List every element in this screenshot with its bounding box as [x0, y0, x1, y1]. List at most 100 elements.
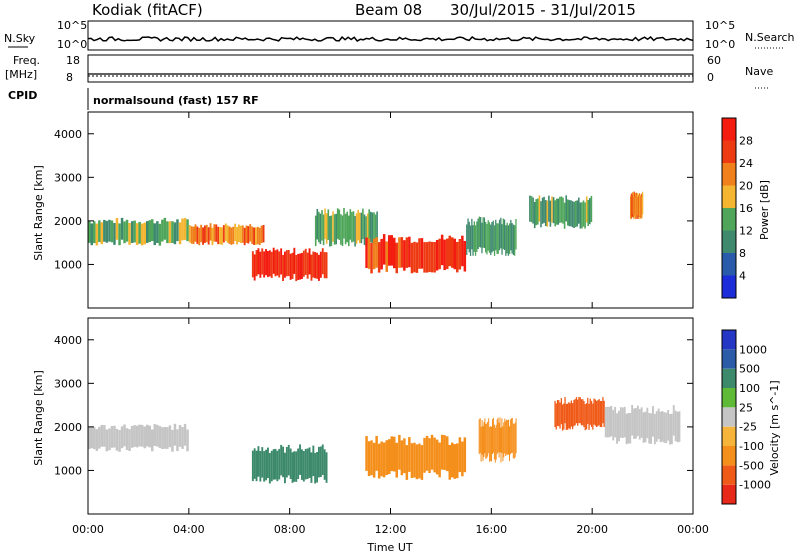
velocity-cell [451, 442, 454, 478]
power-colorbar-label: Power [dB] [758, 180, 771, 240]
power-cell [161, 219, 164, 242]
velocity-cell [580, 399, 583, 426]
velocity-cell [461, 441, 464, 477]
velocity-cell [276, 450, 279, 482]
power-cell [471, 218, 473, 250]
power-colorbar-segment [722, 118, 736, 141]
velocity-cell [667, 410, 670, 441]
velocity-cell [635, 408, 637, 439]
velocity-cell [582, 399, 584, 426]
velocity-cell [602, 397, 604, 424]
power-cell [306, 252, 309, 279]
velocity-colorbar [721, 329, 737, 505]
velocity-cell [138, 424, 141, 447]
power-cell [451, 237, 454, 268]
power-cell [559, 196, 561, 223]
velocity-colorbar-segment [722, 330, 736, 350]
power-cell [435, 240, 439, 271]
velocity-cell [120, 426, 124, 449]
power-cell [344, 213, 347, 245]
power-cell [319, 213, 322, 245]
velocity-colorbar-segment [722, 368, 736, 388]
x-axis-title: Time UT [366, 541, 412, 554]
power-cell [487, 220, 489, 251]
velocity-cell [638, 409, 641, 440]
power-cell [318, 211, 320, 243]
power-cell [284, 251, 286, 278]
velocity-cell [323, 449, 326, 480]
velocity-cell [505, 421, 507, 456]
y-tick-label: 3000 [54, 377, 82, 390]
nsky-tick-top: 10^5 [57, 19, 87, 32]
power-cell [390, 235, 393, 266]
power-cell [329, 216, 331, 247]
velocity-cell [297, 448, 300, 479]
power-cell [448, 235, 451, 267]
velocity-cell [253, 448, 256, 479]
x-tick-label: 12:00 [375, 523, 407, 536]
nave-tick-top: 60 [707, 54, 721, 67]
velocity-cell [390, 436, 393, 472]
velocity-cell [578, 397, 580, 424]
velocity-cell [257, 446, 260, 477]
power-cell [372, 238, 376, 270]
power-cell [400, 237, 404, 268]
velocity-cell [594, 399, 596, 426]
velocity-y-title: Slant Range [km] [32, 370, 45, 466]
velocity-cell [569, 403, 571, 430]
velocity-cell [123, 424, 126, 447]
velocity-cell [398, 434, 401, 470]
power-cell [151, 219, 154, 241]
velocity-colorbar-segment [722, 446, 736, 466]
velocity-cell [440, 434, 444, 470]
velocity-cell [570, 400, 572, 427]
velocity-cell [261, 447, 264, 478]
power-cell [473, 221, 475, 252]
power-cell [209, 223, 212, 241]
power-cell [529, 195, 531, 222]
power-cell [506, 222, 508, 254]
velocity-cell [640, 407, 643, 438]
power-cell [503, 219, 506, 250]
power-cell [253, 254, 256, 281]
velocity-cell [285, 447, 288, 478]
power-cell [584, 202, 586, 229]
y-tick-label: 4000 [54, 128, 82, 141]
power-cell [340, 214, 342, 245]
velocity-cell [263, 451, 266, 482]
velocity-cell [559, 402, 561, 429]
velocity-cell [623, 406, 626, 438]
power-cell [297, 253, 300, 280]
velocity-cell [595, 400, 598, 427]
velocity-cell [650, 413, 652, 444]
power-cell [321, 210, 323, 241]
power-cell [440, 234, 444, 266]
velocity-cell [486, 423, 488, 459]
velocity-cell [500, 427, 502, 463]
velocity-cell [646, 407, 649, 439]
velocity-cell [158, 426, 162, 448]
velocity-cell [659, 411, 662, 443]
power-cell [377, 242, 381, 273]
power-cell [376, 211, 378, 242]
power-cell [204, 225, 206, 243]
velocity-cell [642, 412, 645, 443]
velocity-cell [509, 419, 511, 455]
power-cell [355, 213, 358, 244]
velocity-cell [496, 419, 498, 455]
power-cell [388, 235, 391, 266]
velocity-colorbar-segment [722, 349, 736, 369]
velocity-cell [153, 424, 156, 446]
y-tick-label: 2000 [54, 215, 82, 228]
power-cell [163, 217, 167, 240]
power-cell [274, 250, 277, 277]
velocity-cell [497, 417, 499, 453]
velocity-colorbar-segment [722, 407, 736, 427]
velocity-cell [583, 401, 585, 428]
power-colorbar-tick-label: 12 [739, 225, 753, 238]
velocity-cell [512, 423, 514, 459]
power-cell [251, 226, 254, 244]
power-cell [115, 218, 119, 240]
power-cell [291, 252, 294, 279]
power-cell [418, 238, 421, 269]
